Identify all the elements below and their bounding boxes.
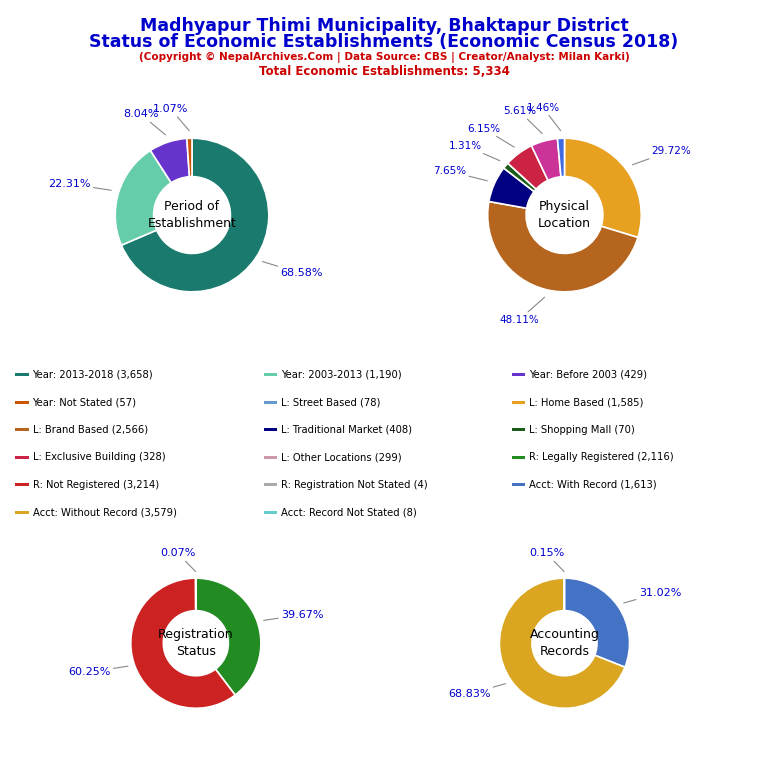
Wedge shape <box>115 151 171 245</box>
Text: 1.31%: 1.31% <box>449 141 500 161</box>
FancyBboxPatch shape <box>263 401 277 404</box>
Text: 1.07%: 1.07% <box>153 104 189 131</box>
Text: L: Shopping Mall (70): L: Shopping Mall (70) <box>529 425 635 435</box>
FancyBboxPatch shape <box>263 373 277 376</box>
Text: L: Brand Based (2,566): L: Brand Based (2,566) <box>32 425 147 435</box>
FancyBboxPatch shape <box>263 483 277 486</box>
Text: L: Traditional Market (408): L: Traditional Market (408) <box>281 425 412 435</box>
Wedge shape <box>508 146 548 189</box>
Wedge shape <box>564 578 630 667</box>
Text: 1.46%: 1.46% <box>526 103 561 131</box>
FancyBboxPatch shape <box>512 455 525 458</box>
FancyBboxPatch shape <box>512 401 525 404</box>
FancyBboxPatch shape <box>15 429 28 432</box>
FancyBboxPatch shape <box>263 429 277 432</box>
Wedge shape <box>558 138 564 177</box>
FancyBboxPatch shape <box>512 373 525 376</box>
Text: Period of
Establishment: Period of Establishment <box>147 200 237 230</box>
Text: Registration
Status: Registration Status <box>158 628 233 658</box>
Text: L: Street Based (78): L: Street Based (78) <box>281 397 380 407</box>
Text: Year: 2013-2018 (3,658): Year: 2013-2018 (3,658) <box>32 369 153 379</box>
Text: 68.58%: 68.58% <box>263 262 323 279</box>
Text: Madhyapur Thimi Municipality, Bhaktapur District: Madhyapur Thimi Municipality, Bhaktapur … <box>140 17 628 35</box>
Text: Year: 2003-2013 (1,190): Year: 2003-2013 (1,190) <box>281 369 402 379</box>
Text: 29.72%: 29.72% <box>632 146 690 165</box>
Text: L: Home Based (1,585): L: Home Based (1,585) <box>529 397 644 407</box>
Text: 6.15%: 6.15% <box>468 124 515 147</box>
Wedge shape <box>151 138 190 183</box>
Text: 5.61%: 5.61% <box>503 106 542 134</box>
FancyBboxPatch shape <box>512 483 525 486</box>
Wedge shape <box>564 138 641 237</box>
Text: 22.31%: 22.31% <box>48 179 111 190</box>
Text: 68.83%: 68.83% <box>448 684 505 699</box>
FancyBboxPatch shape <box>15 511 28 514</box>
FancyBboxPatch shape <box>15 373 28 376</box>
Wedge shape <box>196 578 261 695</box>
Text: 48.11%: 48.11% <box>499 297 545 325</box>
Wedge shape <box>187 138 192 177</box>
FancyBboxPatch shape <box>512 429 525 432</box>
Text: Acct: With Record (1,613): Acct: With Record (1,613) <box>529 480 657 490</box>
Text: Accounting
Records: Accounting Records <box>530 628 599 658</box>
Wedge shape <box>121 138 269 292</box>
Wedge shape <box>489 168 534 208</box>
Text: R: Not Registered (3,214): R: Not Registered (3,214) <box>32 480 159 490</box>
Text: Status of Economic Establishments (Economic Census 2018): Status of Economic Establishments (Econo… <box>89 33 679 51</box>
Text: Acct: Without Record (3,579): Acct: Without Record (3,579) <box>32 508 177 518</box>
Text: Total Economic Establishments: 5,334: Total Economic Establishments: 5,334 <box>259 65 509 78</box>
Wedge shape <box>488 201 638 292</box>
Wedge shape <box>504 164 536 191</box>
Text: 60.25%: 60.25% <box>68 666 128 677</box>
Text: Year: Before 2003 (429): Year: Before 2003 (429) <box>529 369 647 379</box>
Text: Physical
Location: Physical Location <box>538 200 591 230</box>
Text: L: Exclusive Building (328): L: Exclusive Building (328) <box>32 452 165 462</box>
FancyBboxPatch shape <box>15 483 28 486</box>
Text: Year: Not Stated (57): Year: Not Stated (57) <box>32 397 137 407</box>
Text: Acct: Record Not Stated (8): Acct: Record Not Stated (8) <box>281 508 416 518</box>
Text: R: Legally Registered (2,116): R: Legally Registered (2,116) <box>529 452 674 462</box>
Wedge shape <box>499 578 625 708</box>
Text: 0.07%: 0.07% <box>161 548 196 571</box>
FancyBboxPatch shape <box>15 455 28 458</box>
Text: 39.67%: 39.67% <box>263 610 323 621</box>
Text: 31.02%: 31.02% <box>624 588 681 603</box>
FancyBboxPatch shape <box>263 511 277 514</box>
Wedge shape <box>531 138 561 180</box>
Text: 0.15%: 0.15% <box>529 548 564 571</box>
FancyBboxPatch shape <box>15 401 28 404</box>
Text: 7.65%: 7.65% <box>433 167 487 180</box>
FancyBboxPatch shape <box>263 455 277 458</box>
Text: (Copyright © NepalArchives.Com | Data Source: CBS | Creator/Analyst: Milan Karki: (Copyright © NepalArchives.Com | Data So… <box>139 52 629 63</box>
Text: L: Other Locations (299): L: Other Locations (299) <box>281 452 402 462</box>
Text: 8.04%: 8.04% <box>123 109 165 135</box>
Wedge shape <box>131 578 235 708</box>
Text: R: Registration Not Stated (4): R: Registration Not Stated (4) <box>281 480 428 490</box>
